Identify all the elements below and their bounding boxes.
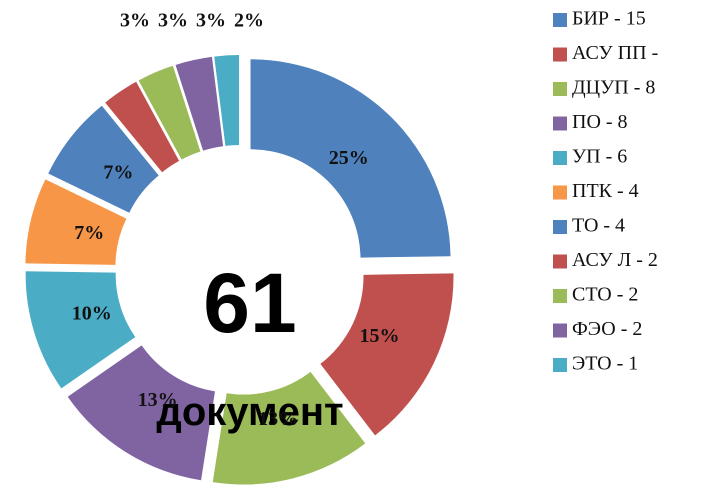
value-label: 3% [158, 10, 188, 32]
legend-label: ПО - 8 [572, 111, 628, 133]
legend-swatch [553, 185, 567, 200]
slice [25, 179, 127, 265]
legend-swatch [553, 151, 567, 165]
slice [25, 271, 136, 389]
legend-label: БИР - 15 [572, 8, 646, 30]
slice [250, 59, 451, 258]
value-label: 13% [138, 389, 178, 411]
slice [214, 55, 240, 146]
slice [175, 56, 224, 151]
legend-swatch [553, 47, 567, 62]
slice [138, 65, 201, 160]
value-label: 2% [234, 10, 264, 32]
legend-swatch [553, 82, 567, 96]
value-label: 10% [72, 303, 112, 325]
value-label: 7% [74, 222, 104, 244]
value-label: 15% [360, 325, 400, 347]
slice [67, 345, 215, 481]
legend-swatch [553, 13, 567, 27]
legend-swatch [553, 254, 567, 269]
slice [105, 81, 180, 173]
legend-swatch [553, 116, 567, 131]
slice [48, 105, 159, 213]
value-label: 25% [329, 147, 369, 169]
legend-label: ЭТО - 1 [572, 353, 638, 375]
slice [320, 273, 454, 436]
legend-label: СТО - 2 [572, 284, 638, 306]
center-caption: документ [156, 390, 343, 434]
value-label: 3% [196, 10, 226, 32]
legend-swatch [553, 323, 567, 338]
value-label: 7% [103, 161, 133, 183]
legend-swatch [553, 289, 567, 303]
legend-swatch [553, 358, 567, 372]
legend-label: ДЦУП - 8 [572, 77, 655, 99]
value-label: 13% [258, 408, 298, 430]
slice [212, 371, 366, 485]
legend-label: АСУ Л - 2 [572, 249, 658, 271]
center-number: 61 [203, 256, 296, 350]
legend-label: АСУ ПП - [572, 42, 658, 64]
legend-label: ТО - 4 [572, 215, 625, 237]
legend-label: УП - 6 [572, 146, 627, 168]
legend-label: ПТК - 4 [572, 180, 639, 202]
legend-label: ФЭО - 2 [572, 318, 642, 340]
legend-swatch [553, 220, 567, 234]
value-label: 3% [120, 10, 150, 32]
